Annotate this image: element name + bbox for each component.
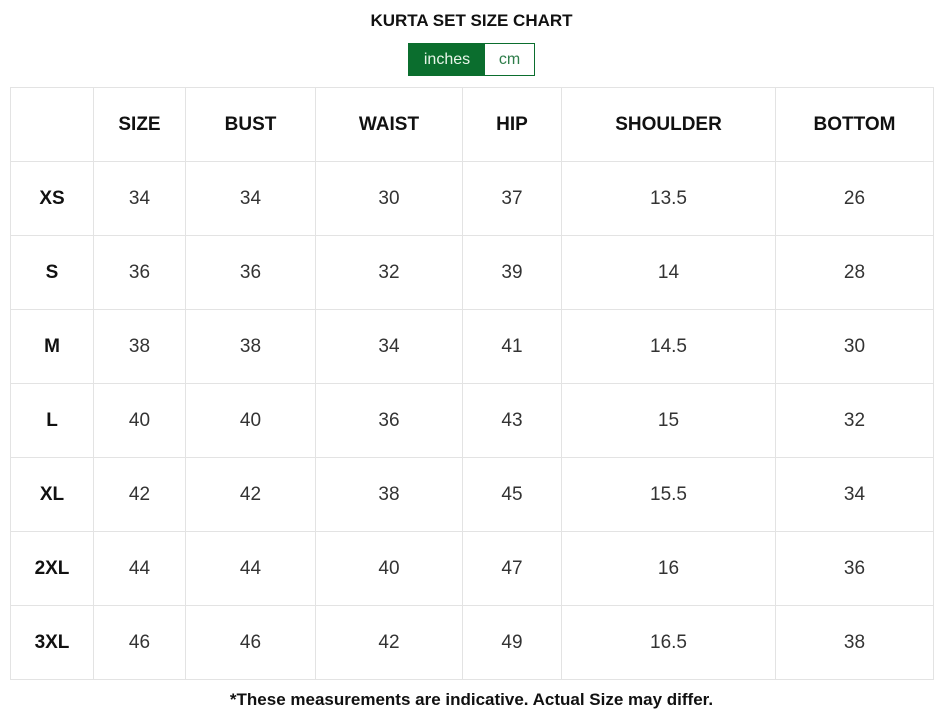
measurement-cell: 15: [561, 383, 776, 458]
table-row: S 36 36 32 39 14 28: [10, 235, 934, 310]
measurement-cell: 16: [561, 531, 776, 606]
measurement-cell: 38: [775, 605, 934, 680]
measurement-cell: 30: [315, 161, 463, 236]
size-label: XS: [10, 161, 94, 236]
measurement-cell: 37: [462, 161, 562, 236]
column-header: BOTTOM: [775, 87, 934, 162]
unit-cm-button[interactable]: cm: [485, 44, 534, 75]
measurement-cell: 34: [775, 457, 934, 532]
size-label: S: [10, 235, 94, 310]
table-row: L 40 40 36 43 15 32: [10, 383, 934, 458]
measurement-cell: 38: [185, 309, 316, 384]
measurement-cell: 36: [185, 235, 316, 310]
measurement-cell: 14.5: [561, 309, 776, 384]
measurement-cell: 34: [315, 309, 463, 384]
measurement-cell: 39: [462, 235, 562, 310]
table-header-row: SIZE BUST WAIST HIP SHOULDER BOTTOM: [10, 87, 934, 162]
measurement-cell: 26: [775, 161, 934, 236]
measurement-cell: 13.5: [561, 161, 776, 236]
column-header: SIZE: [93, 87, 186, 162]
unit-toggle[interactable]: inches cm: [408, 43, 535, 76]
measurement-cell: 44: [185, 531, 316, 606]
size-label: M: [10, 309, 94, 384]
unit-inches-button[interactable]: inches: [409, 44, 485, 75]
measurement-cell: 14: [561, 235, 776, 310]
measurement-cell: 15.5: [561, 457, 776, 532]
measurement-cell: 30: [775, 309, 934, 384]
measurement-cell: 46: [93, 605, 186, 680]
measurement-cell: 49: [462, 605, 562, 680]
measurement-cell: 34: [185, 161, 316, 236]
size-label: 3XL: [10, 605, 94, 680]
measurement-cell: 42: [315, 605, 463, 680]
measurement-cell: 38: [93, 309, 186, 384]
measurement-cell: 40: [185, 383, 316, 458]
measurement-cell: 43: [462, 383, 562, 458]
measurement-cell: 34: [93, 161, 186, 236]
table-row: M 38 38 34 41 14.5 30: [10, 309, 934, 384]
column-header: BUST: [185, 87, 316, 162]
page-title: KURTA SET SIZE CHART: [370, 11, 573, 30]
table-row: 2XL 44 44 40 47 16 36: [10, 531, 934, 606]
size-label: L: [10, 383, 94, 458]
measurement-cell: 40: [93, 383, 186, 458]
table-row: XL 42 42 38 45 15.5 34: [10, 457, 934, 532]
measurement-cell: 40: [315, 531, 463, 606]
column-header: SHOULDER: [561, 87, 776, 162]
column-header: HIP: [462, 87, 562, 162]
measurement-cell: 32: [775, 383, 934, 458]
table-row: 3XL 46 46 42 49 16.5 38: [10, 605, 934, 680]
size-chart-table: SIZE BUST WAIST HIP SHOULDER BOTTOM XS 34 34 30 3…: [10, 87, 934, 680]
measurement-cell: 44: [93, 531, 186, 606]
measurement-cell: 36: [775, 531, 934, 606]
size-label: XL: [10, 457, 94, 532]
measurement-cell: 36: [315, 383, 463, 458]
measurement-cell: 36: [93, 235, 186, 310]
measurement-cell: 42: [185, 457, 316, 532]
measurement-cell: 28: [775, 235, 934, 310]
measurement-cell: 32: [315, 235, 463, 310]
measurement-cell: 41: [462, 309, 562, 384]
measurement-cell: 47: [462, 531, 562, 606]
table-row: XS 34 34 30 37 13.5 26: [10, 161, 934, 236]
measurement-cell: 45: [462, 457, 562, 532]
measurement-cell: 42: [93, 457, 186, 532]
column-header: [10, 87, 94, 162]
size-label: 2XL: [10, 531, 94, 606]
measurement-cell: 46: [185, 605, 316, 680]
disclaimer-note: *These measurements are indicative. Actu…: [229, 690, 714, 709]
measurement-cell: 38: [315, 457, 463, 532]
column-header: WAIST: [315, 87, 463, 162]
measurement-cell: 16.5: [561, 605, 776, 680]
